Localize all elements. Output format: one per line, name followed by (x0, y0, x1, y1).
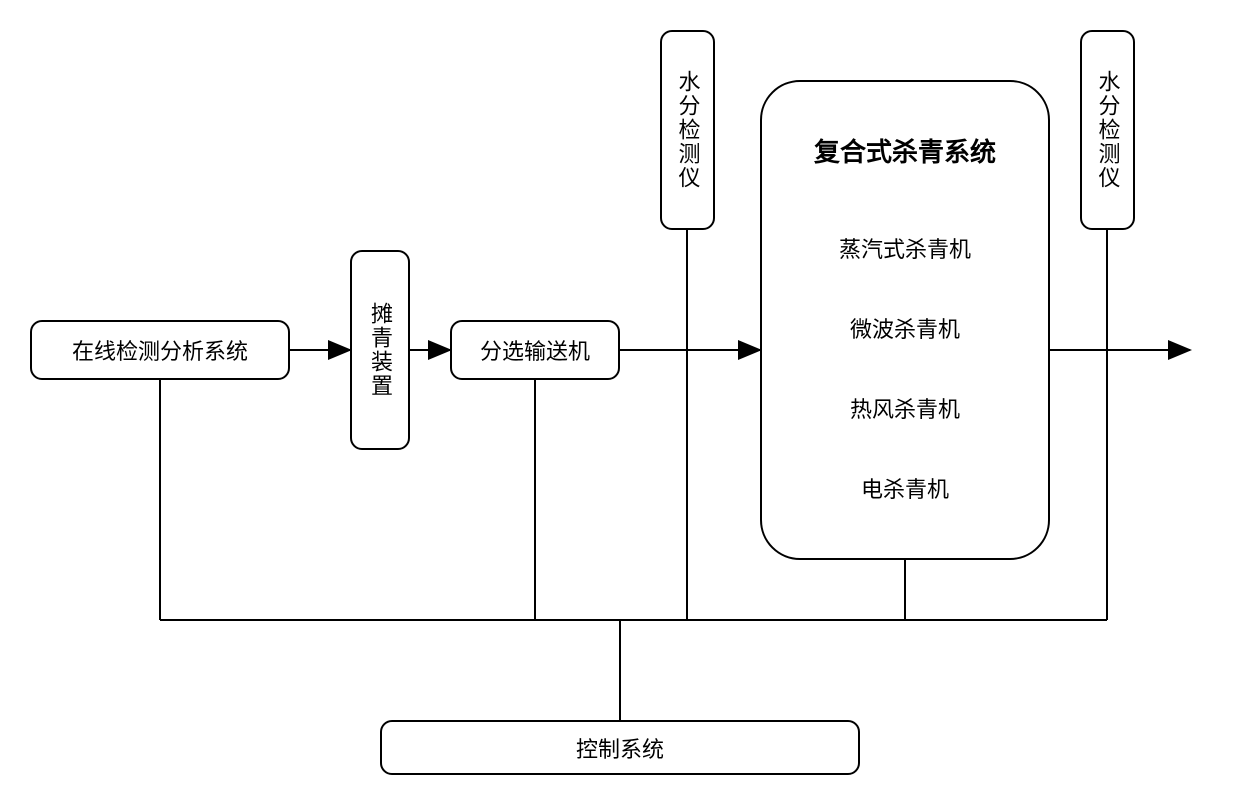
composite-system-item: 蒸汽式杀青机 (762, 232, 1048, 264)
node-label: 分选输送机 (480, 334, 590, 366)
node-label: 水分检测仪 (1092, 70, 1124, 190)
node-moisture-detector-1: 水分检测仪 (660, 30, 715, 230)
node-push-green: 摊青装置 (350, 250, 410, 450)
node-label: 在线检测分析系统 (72, 334, 248, 366)
node-composite-system: 复合式杀青系统 蒸汽式杀青机 微波杀青机 热风杀青机 电杀青机 (760, 80, 1050, 560)
node-moisture-detector-2: 水分检测仪 (1080, 30, 1135, 230)
node-label: 摊青装置 (364, 302, 396, 398)
node-label: 水分检测仪 (672, 70, 704, 190)
node-control-system: 控制系统 (380, 720, 860, 775)
node-online-detect: 在线检测分析系统 (30, 320, 290, 380)
composite-system-title: 复合式杀青系统 (762, 132, 1048, 169)
composite-system-item: 微波杀青机 (762, 312, 1048, 344)
diagram-edges (0, 0, 1240, 792)
node-sort-conveyor: 分选输送机 (450, 320, 620, 380)
composite-system-item: 热风杀青机 (762, 392, 1048, 424)
node-label: 控制系统 (576, 732, 664, 764)
composite-system-item: 电杀青机 (762, 472, 1048, 504)
